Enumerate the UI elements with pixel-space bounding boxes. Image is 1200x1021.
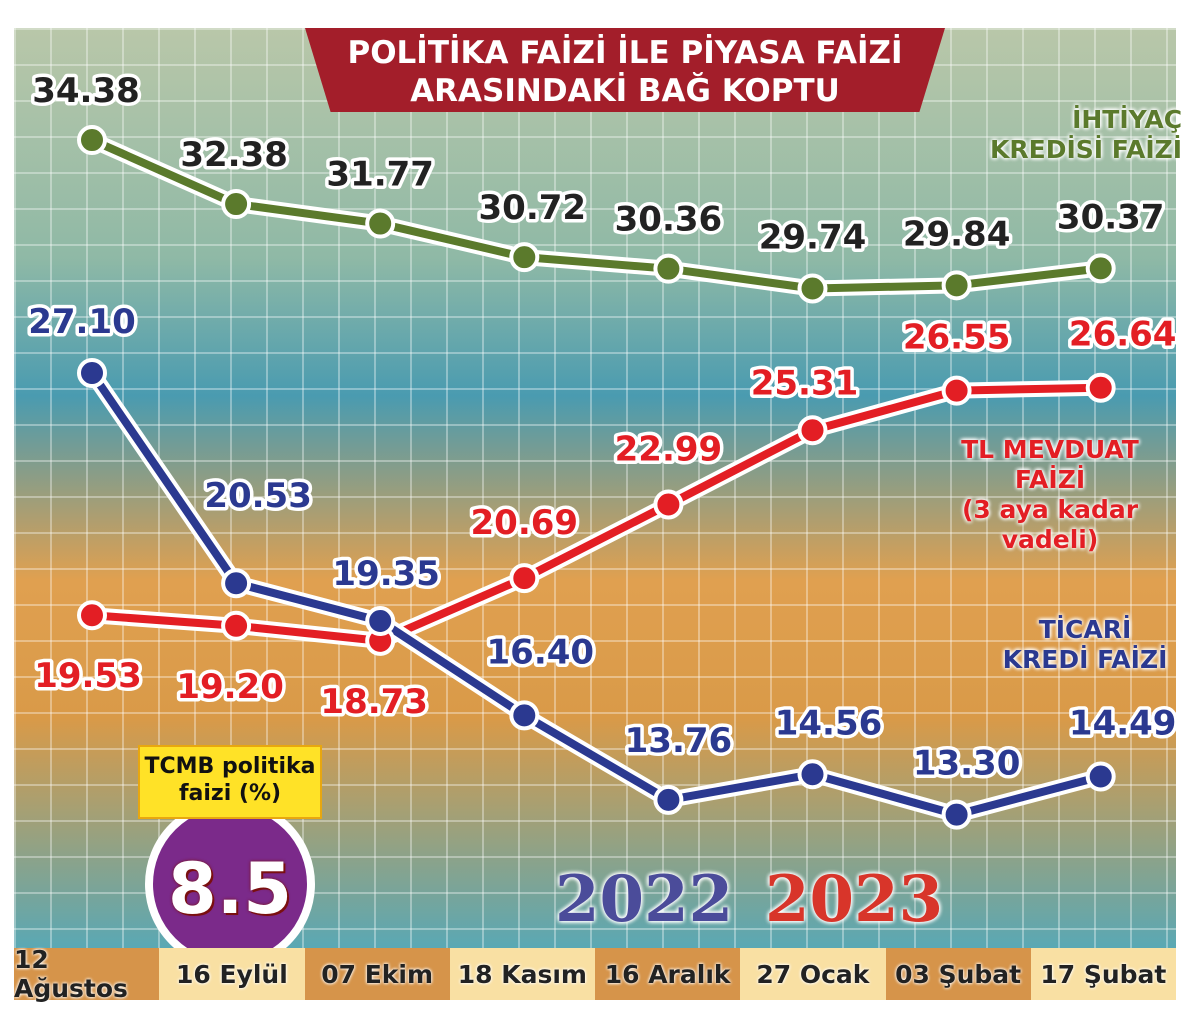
- data-label: 26.55: [903, 318, 1011, 358]
- data-point: [365, 606, 396, 636]
- data-label: 20.69: [471, 503, 579, 543]
- x-tick-label: 16 Aralık: [595, 948, 741, 1000]
- series-line: [90, 136, 1102, 293]
- data-point: [365, 208, 396, 239]
- data-label: 30.72: [479, 188, 587, 228]
- chart-title: POLİTİKA FAİZİ İLE PİYASA FAİZİ ARASINDA…: [305, 28, 945, 112]
- x-tick-label: 03 Şubat: [885, 948, 1031, 1000]
- series-line: [88, 370, 1102, 819]
- year-2023: 2023: [765, 862, 944, 937]
- data-point: [221, 568, 252, 599]
- legend-line: TİCARİ: [1038, 615, 1132, 644]
- legend-line: FAİZİ: [1014, 465, 1086, 494]
- legend-line: (3 aya kadar: [961, 495, 1139, 524]
- data-point: [77, 358, 107, 388]
- data-label: 29.74: [759, 218, 867, 258]
- policy-rate-label-line: faizi (%): [178, 781, 282, 806]
- data-point: [797, 759, 828, 790]
- data-point: [221, 610, 252, 641]
- data-point: [941, 270, 972, 301]
- data-label: 19.53: [34, 656, 142, 696]
- legend-ticari: TİCARİ KREDİ FAİZİ: [1000, 615, 1170, 675]
- data-label: 26.64: [1069, 315, 1177, 355]
- data-point: [1085, 253, 1116, 284]
- data-point: [1085, 372, 1116, 403]
- data-point: [653, 784, 684, 815]
- data-label: 29.84: [903, 214, 1011, 254]
- data-label: 16.40: [487, 632, 595, 672]
- data-label: 20.53: [204, 476, 312, 516]
- legend-ihtiyac: İHTİYAÇ KREDİSİ FAİZİ: [990, 105, 1182, 165]
- data-point: [941, 375, 972, 406]
- data-point: [509, 563, 540, 594]
- data-point: [653, 489, 684, 520]
- data-label: 27.10: [28, 302, 136, 342]
- year-2022: 2022: [555, 862, 734, 937]
- data-point: [509, 242, 540, 273]
- x-tick-label: 16 Eylül: [159, 948, 305, 1000]
- data-point: [653, 253, 684, 284]
- data-point: [221, 189, 252, 220]
- data-label: 19.35: [332, 554, 440, 594]
- x-tick-label: 27 Ocak: [740, 948, 886, 1000]
- data-label: 22.99: [615, 430, 723, 470]
- x-tick-label: 17 Şubat: [1030, 948, 1176, 1000]
- data-point: [797, 415, 828, 446]
- legend-line: KREDİ FAİZİ: [1002, 645, 1168, 674]
- legend-mevduat: TL MEVDUAT FAİZİ (3 aya kadar vadeli): [945, 435, 1155, 555]
- data-label: 25.31: [751, 363, 859, 403]
- data-label: 31.77: [326, 155, 434, 195]
- legend-line: vadeli): [1001, 525, 1099, 554]
- policy-rate-label: TCMB politika faizi (%): [138, 745, 322, 819]
- legend-line: İHTİYAÇ: [1072, 105, 1183, 134]
- data-label: 14.49: [1069, 704, 1177, 744]
- data-point: [1085, 761, 1116, 792]
- data-label: 14.56: [775, 703, 883, 743]
- x-tick-label: 07 Ekim: [304, 948, 450, 1000]
- data-label: 32.38: [180, 135, 288, 175]
- policy-rate-value: 8.5: [145, 799, 315, 969]
- data-label: 13.76: [625, 721, 733, 761]
- x-tick-label: 18 Kasım: [449, 948, 595, 1000]
- data-point: [941, 799, 972, 830]
- legend-line: TL MEVDUAT: [961, 435, 1139, 464]
- policy-rate-label-line: TCMB politika: [144, 754, 316, 779]
- data-label: 34.38: [32, 71, 140, 111]
- legend-line: KREDİSİ FAİZİ: [990, 135, 1183, 164]
- data-point: [77, 125, 107, 156]
- title-line-1: POLİTİKA FAİZİ İLE PİYASA FAİZİ: [347, 35, 903, 71]
- data-label: 30.36: [615, 200, 723, 240]
- data-point: [77, 600, 107, 631]
- x-axis: 12 Ağustos 16 Eylül 07 Ekim 18 Kasım 16 …: [14, 945, 1176, 1003]
- data-point: [509, 700, 540, 731]
- series-line: [91, 383, 1101, 645]
- data-label: 18.73: [320, 682, 428, 722]
- data-point: [797, 273, 828, 304]
- data-label: 30.37: [1057, 197, 1165, 237]
- x-tick-label: 12 Ağustos: [14, 945, 160, 1003]
- data-label: 13.30: [913, 744, 1021, 784]
- title-line-2: ARASINDAKİ BAĞ KOPTU: [410, 73, 840, 109]
- policy-rate-badge: TCMB politika faizi (%) 8.5: [110, 745, 350, 969]
- data-label: 19.20: [176, 667, 284, 707]
